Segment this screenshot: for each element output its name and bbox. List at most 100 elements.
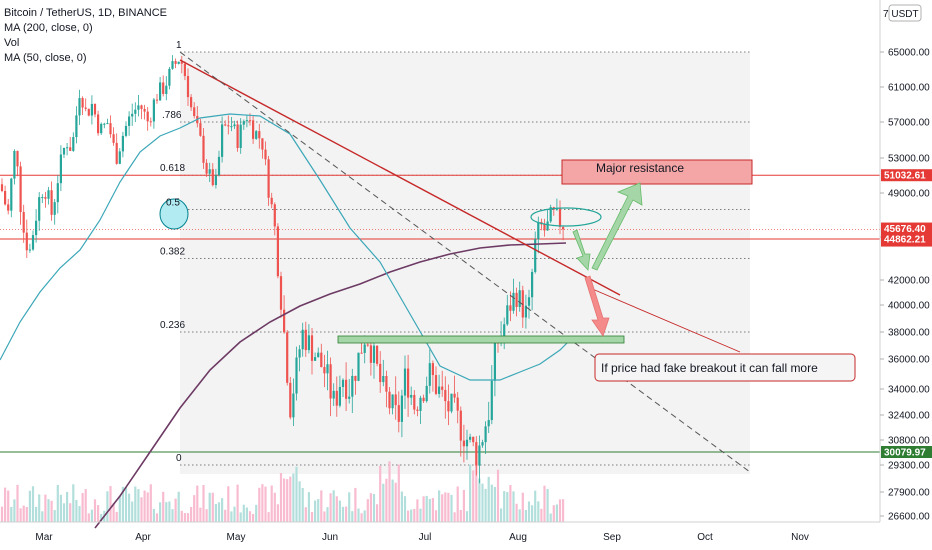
candle-body xyxy=(400,395,403,422)
candle-body xyxy=(434,375,438,394)
support-box[interactable] xyxy=(337,335,625,344)
candle-body xyxy=(317,352,320,358)
candle-body xyxy=(422,397,425,402)
volume-bar xyxy=(555,504,558,522)
volume-bar xyxy=(233,506,236,522)
volume-bar xyxy=(531,505,534,522)
fake-breakout-note[interactable] xyxy=(594,353,856,382)
fake-breakout-label: If price had fake breakout it can fall m… xyxy=(601,361,818,375)
price-tag-label: 30079.97 xyxy=(884,448,926,459)
candle-body xyxy=(431,363,434,376)
candle-body xyxy=(211,169,214,186)
candle-body xyxy=(214,175,217,186)
candle-body xyxy=(459,410,462,441)
volume-bar xyxy=(16,484,19,522)
volume-bar xyxy=(31,486,35,522)
candle-body xyxy=(38,197,41,221)
volume-bar xyxy=(239,512,242,522)
trendline-main[interactable] xyxy=(179,59,621,296)
volume-bar xyxy=(549,513,552,522)
volume-bar xyxy=(450,494,453,522)
candle-body xyxy=(239,124,242,148)
candle-body xyxy=(372,345,376,363)
candle-body xyxy=(16,150,19,167)
price-tick: 36000.00 xyxy=(888,355,930,366)
volume-bar xyxy=(403,496,407,522)
volume-bar xyxy=(211,492,214,522)
candle-body xyxy=(438,386,441,394)
time-tick: Jun xyxy=(322,532,338,543)
volume-bar xyxy=(28,490,31,522)
volume-bar xyxy=(351,511,354,522)
candle-body xyxy=(69,147,72,151)
candle-body xyxy=(270,197,273,205)
candle-body xyxy=(0,184,4,191)
currency-button[interactable] xyxy=(888,4,922,22)
volume-bar xyxy=(472,470,475,522)
price-tick: 65000.00 xyxy=(888,48,930,59)
price-tick: 34000.00 xyxy=(888,385,930,396)
candle-body xyxy=(481,442,484,446)
fib-highlight-circle xyxy=(159,198,189,230)
volume-bar xyxy=(190,507,193,522)
volume-bar xyxy=(518,509,521,522)
price-tick: 49000.00 xyxy=(888,189,930,200)
candle-body xyxy=(84,107,87,109)
candle-body xyxy=(506,305,509,325)
volume-bar xyxy=(372,494,376,522)
candle-body xyxy=(407,368,410,398)
candle-body xyxy=(66,147,69,149)
candle-body xyxy=(267,159,270,198)
volume-bar xyxy=(478,478,481,522)
volume-bar xyxy=(279,473,283,522)
fib-label: .786 xyxy=(162,110,182,121)
volume-bar xyxy=(475,461,478,522)
volume-bar xyxy=(434,510,438,522)
indicator-vol[interactable]: Vol xyxy=(4,37,20,49)
volume-bar xyxy=(453,512,456,522)
fib-background xyxy=(180,52,750,474)
candle-body xyxy=(304,329,307,351)
candle-body xyxy=(360,352,363,354)
candle-body xyxy=(264,149,267,160)
candle-body xyxy=(450,393,453,412)
volume-bar xyxy=(255,504,258,522)
volume-bar xyxy=(366,499,369,522)
candle-body xyxy=(13,150,16,179)
volume-bar xyxy=(320,490,323,522)
indicator-ma50[interactable]: MA (50, close, 0) xyxy=(4,52,87,64)
major-resistance-box[interactable] xyxy=(561,159,753,185)
volume-bar xyxy=(527,501,531,522)
volume-bar xyxy=(106,491,109,522)
candle-body xyxy=(314,357,317,361)
volume-bar xyxy=(326,507,329,522)
candle-body xyxy=(112,134,115,143)
breakout-ellipse[interactable] xyxy=(530,207,602,227)
volume-bar xyxy=(543,485,546,522)
volume-bar xyxy=(540,508,543,522)
volume-bar xyxy=(462,489,465,522)
price-tick: 57000.00 xyxy=(888,118,930,129)
time-axis[interactable]: Mar Apr May Jun Jul Aug Sep Oct Nov xyxy=(35,532,809,543)
volume-bar xyxy=(143,490,146,522)
volume-bar xyxy=(22,505,25,522)
candle-body xyxy=(469,436,472,440)
time-tick: Mar xyxy=(35,532,53,543)
trendline-dashed[interactable] xyxy=(179,51,751,473)
volume-bar xyxy=(537,501,540,522)
candle-body xyxy=(562,226,565,230)
candle-body xyxy=(279,276,283,310)
volume-bar xyxy=(484,488,487,522)
volume-bar xyxy=(221,498,224,522)
candle-body xyxy=(149,121,152,123)
chart-title[interactable]: Bitcoin / TetherUS, 1D, BINANCE xyxy=(4,7,168,19)
candle-body xyxy=(242,121,245,125)
candle-body xyxy=(62,147,66,155)
volume-bar xyxy=(115,511,118,522)
volume-bar xyxy=(258,487,261,522)
price-tick: 30800.00 xyxy=(888,436,930,447)
candle-body xyxy=(289,382,292,418)
indicator-ma200[interactable]: MA (200, close, 0) xyxy=(4,22,93,34)
volume-bar xyxy=(205,509,208,522)
